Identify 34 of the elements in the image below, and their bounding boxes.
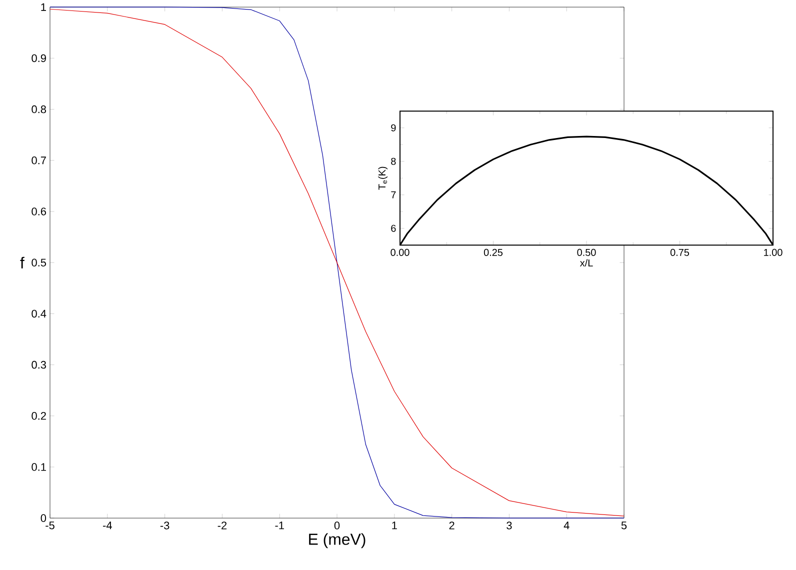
y-axis-title: T$_{e}$(K) [378,166,388,190]
y-tick-label: 0.2 [32,412,46,420]
x-tick-label: -2 [218,522,227,530]
x-tick-label: 0.00 [390,248,410,256]
y-tick-label: 8 [391,158,396,165]
y-tick-label: 0.8 [32,105,46,114]
y-tick-label: 6 [391,224,396,232]
y-tick-label: 7 [391,191,396,198]
x-axis-title: E (meV) [309,533,366,548]
y-tick-label: 0.3 [32,360,46,369]
y-tick-label: 0.9 [32,54,46,62]
x-tick-label: -4 [103,522,112,530]
x-tick-label: 3 [506,522,512,530]
y-tick-label: 0.1 [32,463,46,471]
y-tick-label: 0.4 [32,310,46,318]
x-tick-label: -3 [160,522,170,530]
x-tick-label: 5 [621,522,627,530]
x-tick-label: 0 [334,522,340,530]
y-axis-title: f [20,256,24,268]
x-tick-label: -1 [275,522,284,530]
y-tick-label: 0.7 [32,156,46,164]
x-tick-label: -5 [46,522,54,530]
y-tick-label: 1 [41,3,46,11]
y-tick-label: 0 [40,514,46,522]
x-tick-label: 0.75 [670,248,690,256]
y-tick-label: 0.6 [32,208,46,216]
x-tick-label: 4 [564,522,570,530]
x-axis-title: x/L [580,259,593,266]
x-tick-label: 0.50 [577,248,596,256]
x-tick-label: 1.00 [764,248,782,256]
x-tick-label: 2 [449,522,454,530]
y-tick-label: 9 [391,124,396,132]
y-tick-label: 0.5 [32,258,46,266]
x-tick-label: 0.25 [484,248,503,256]
